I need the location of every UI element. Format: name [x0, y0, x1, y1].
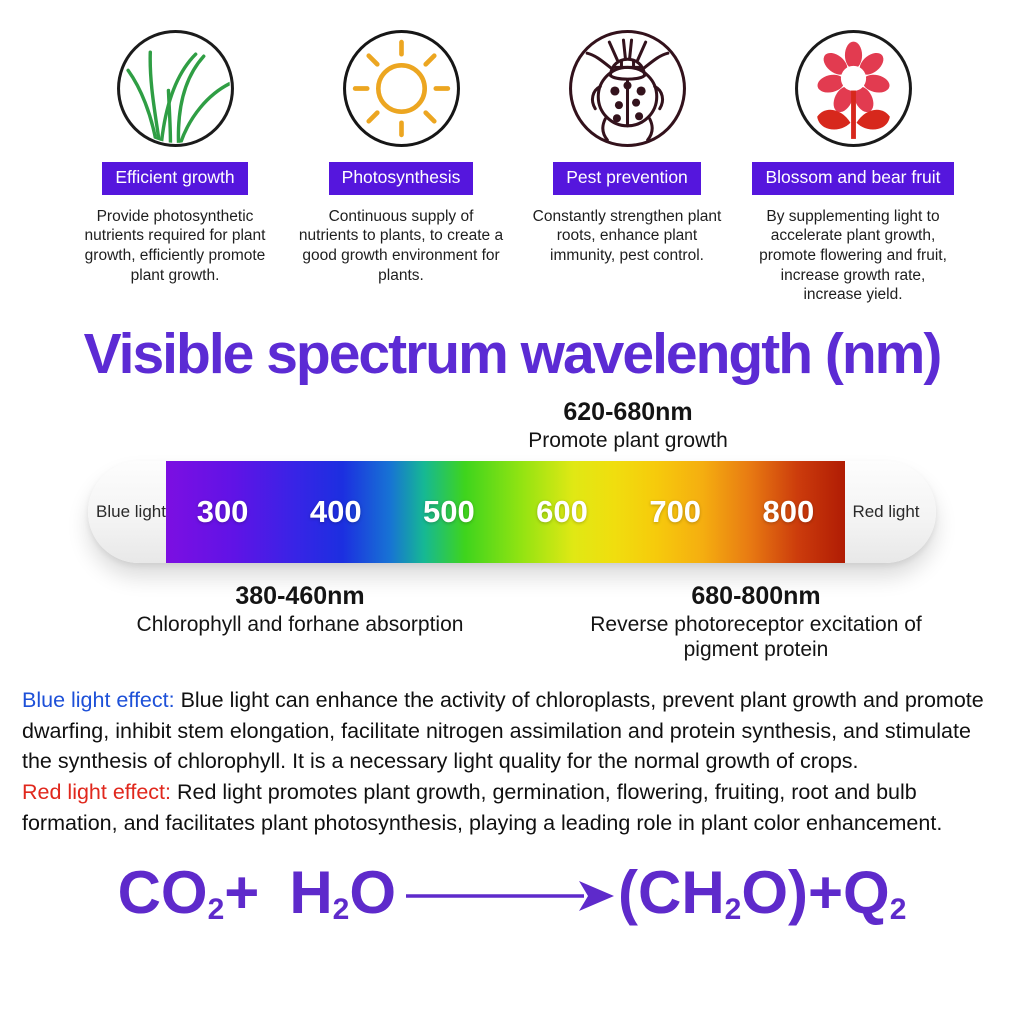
flower-icon	[793, 28, 914, 149]
features-row: Efficient growth Provide photosynthetic …	[0, 0, 1024, 305]
feature-efficient-growth: Efficient growth Provide photosynthetic …	[62, 28, 288, 305]
light-effects-text: Blue light effect: Blue light can enhanc…	[22, 685, 1000, 839]
grass-icon	[115, 28, 236, 149]
red-light-paragraph: Red light effect: Red light promotes pla…	[22, 777, 1000, 838]
grow-light-infographic: Efficient growth Provide photosynthetic …	[0, 0, 1024, 927]
feature-description: By supplementing light to accelerate pla…	[759, 207, 947, 304]
red-light-lead: Red light effect:	[22, 780, 171, 805]
wavelength-tick: 800	[762, 493, 815, 529]
annotation-range: 680-800nm	[691, 581, 821, 610]
feature-label: Blossom and bear fruit	[752, 162, 954, 195]
spectrum-bar: Blue light 300 400 500 600 700 800 Red l…	[88, 460, 936, 563]
annotation-620-680: 620-680nm Promote plant growth	[418, 397, 838, 453]
red-light-label: Red light	[852, 501, 920, 521]
annotation-caption: Reverse photoreceptor excitation of pigm…	[590, 613, 922, 661]
feature-photosynthesis: Photosynthesis Continuous supply of nutr…	[288, 28, 514, 305]
annotation-range: 620-680nm	[563, 397, 693, 426]
eq-co2: CO2+	[117, 858, 260, 927]
page-title: Visible spectrum wavelength (nm)	[83, 321, 943, 386]
feature-description: Continuous supply of nutrients to plants…	[298, 207, 504, 284]
wavelength-tick: 600	[536, 493, 588, 529]
annotation-380-460: 380-460nm Chlorophyll and forhane absorp…	[80, 581, 520, 637]
feature-pest-prevention: Pest prevention Constantly strengthen pl…	[514, 28, 740, 305]
spectrum-gradient: 300 400 500 600 700 800	[166, 460, 845, 563]
feature-description: Constantly strengthen plant roots, enhan…	[532, 207, 722, 264]
ladybug-icon	[567, 28, 688, 149]
eq-h2o: H2O	[289, 858, 397, 927]
annotation-caption: Chlorophyll and forhane absorption	[136, 613, 464, 637]
spectrum-diagram: 620-680nm Promote plant growth Blue ligh…	[0, 395, 1024, 669]
feature-label: Pest prevention	[553, 162, 701, 195]
sun-icon	[341, 28, 462, 149]
wavelength-tick: 300	[196, 493, 249, 529]
blue-light-paragraph: Blue light effect: Blue light can enhanc…	[22, 685, 1000, 777]
feature-label: Photosynthesis	[328, 162, 474, 195]
annotation-range: 380-460nm	[235, 581, 365, 610]
blue-light-label: Blue light	[96, 501, 166, 521]
eq-product: (CH2O)+Q2	[618, 858, 907, 927]
photosynthesis-equation: CO2+ H2O (CH2O)+Q2	[0, 858, 1024, 927]
wavelength-tick: 700	[649, 493, 702, 529]
blue-light-body: Blue light can enhance the activity of c…	[22, 687, 984, 774]
feature-description: Provide photosynthetic nutrients require…	[84, 207, 266, 284]
annotation-680-800: 680-800nm Reverse photoreceptor excitati…	[576, 581, 936, 662]
feature-blossom: Blossom and bear fruit By supplementing …	[740, 28, 966, 305]
red-light-body: Red light promotes plant growth, germina…	[22, 780, 943, 835]
wavelength-tick: 400	[309, 493, 362, 529]
feature-label: Efficient growth	[102, 162, 248, 195]
annotation-caption: Promote plant growth	[528, 429, 728, 453]
reaction-arrow-icon	[406, 880, 615, 911]
blue-light-lead: Blue light effect:	[22, 687, 175, 712]
wavelength-tick: 500	[423, 493, 475, 529]
